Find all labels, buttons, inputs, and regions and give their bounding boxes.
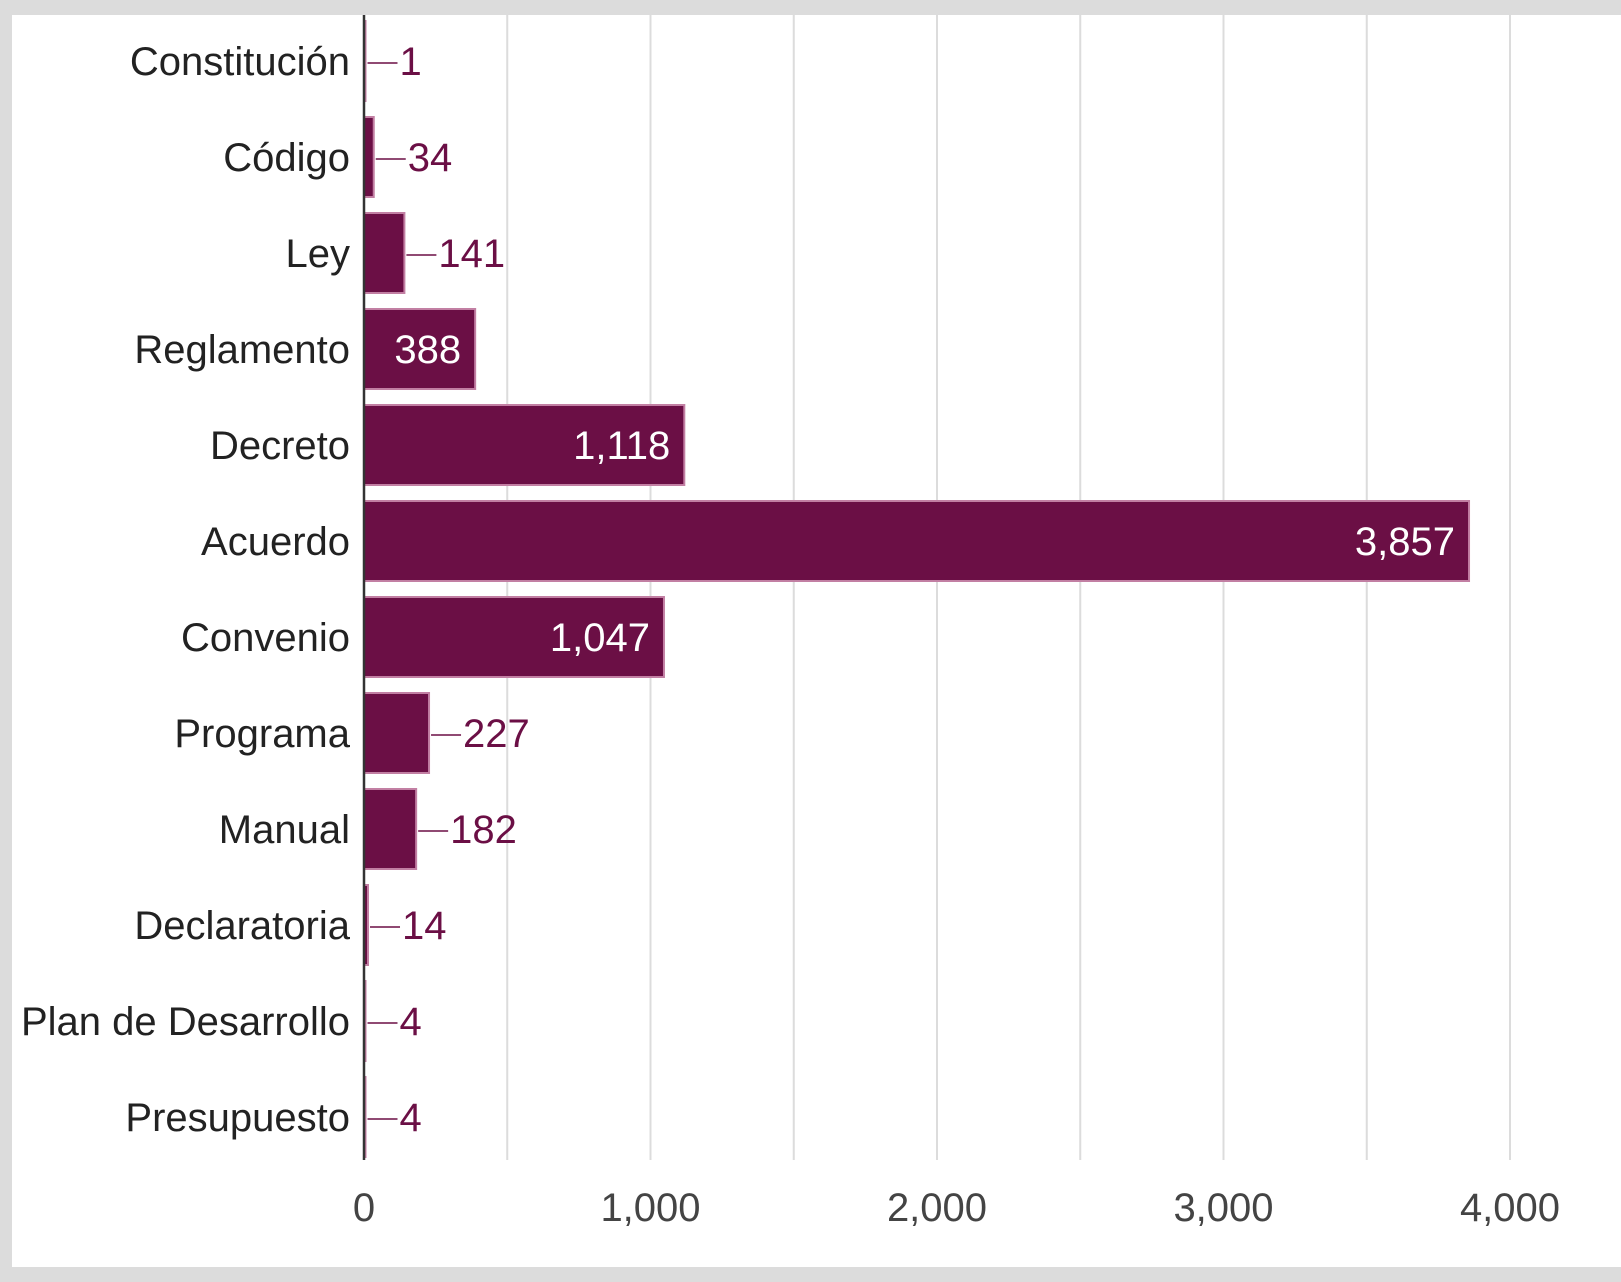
bar — [363, 692, 431, 774]
x-tick-label: 2,000 — [887, 1186, 987, 1230]
bar — [363, 308, 477, 390]
value-label: 4 — [400, 1000, 422, 1044]
bar — [363, 788, 418, 870]
category-label: Ley — [286, 232, 351, 276]
category-label: Acuerdo — [201, 520, 350, 564]
category-label: Código — [223, 136, 350, 180]
chart-frame: Constitución 1 Código 34 Ley 141 Reglamento 388… — [12, 15, 1621, 1267]
value-label: 34 — [408, 136, 453, 180]
bar-chart: Constitución 1 Código 34 Ley 141 Reglamento 388… — [21, 15, 1560, 1230]
bar — [363, 116, 375, 198]
category-label: Plan de Desarrollo — [21, 1000, 350, 1044]
bar — [363, 500, 1471, 582]
x-tick-label: 3,000 — [1173, 1186, 1273, 1230]
category-label: Manual — [219, 808, 350, 852]
category-label: Reglamento — [134, 328, 350, 372]
value-label: 1,047 — [550, 616, 650, 660]
x-tick-label: 4,000 — [1460, 1186, 1560, 1230]
value-label: 14 — [402, 904, 447, 948]
x-tick-label: 1,000 — [600, 1186, 700, 1230]
value-label: 182 — [450, 808, 517, 852]
bar — [363, 212, 406, 294]
value-label: 3,857 — [1355, 520, 1455, 564]
x-tick-label: 0 — [353, 1186, 375, 1230]
value-label: 388 — [394, 328, 461, 372]
value-label: 227 — [463, 712, 530, 756]
value-label: 4 — [400, 1096, 422, 1140]
value-label: 1,118 — [573, 424, 670, 468]
category-label: Programa — [174, 712, 350, 756]
category-label: Decreto — [210, 424, 350, 468]
category-label: Convenio — [181, 616, 350, 660]
category-label: Constitución — [130, 40, 350, 84]
value-label: 141 — [438, 232, 505, 276]
category-label: Declaratoria — [134, 904, 350, 948]
value-label: 1 — [400, 40, 422, 84]
category-label: Presupuesto — [125, 1096, 350, 1140]
